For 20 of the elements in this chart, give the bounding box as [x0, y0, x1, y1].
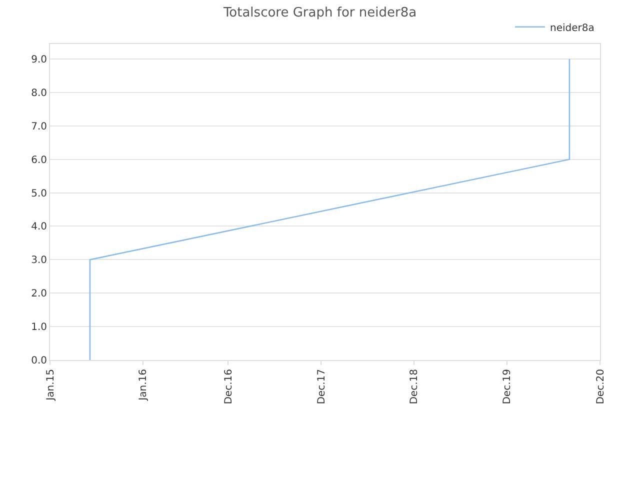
line-series: [89, 58, 570, 360]
y-tick-label: 2.0: [31, 288, 47, 300]
x-tick-label: Dec.19: [502, 369, 514, 404]
x-tick-label: Jan.15: [45, 369, 56, 402]
y-tick-label: 1.0: [31, 322, 47, 334]
legend-label: neider8a: [550, 22, 594, 34]
x-tick-label: Dec.16: [223, 369, 234, 404]
x-tick-label: Dec.18: [409, 369, 420, 404]
y-tick-label: 4.0: [31, 222, 47, 233]
y-tick-label: 7.0: [31, 121, 47, 132]
x-tick-label: Dec.17: [316, 369, 328, 404]
y-tick-label: 5.0: [31, 188, 47, 200]
y-tick-label: 0.0: [31, 356, 47, 366]
y-tick-label: 3.0: [31, 255, 47, 266]
x-tick-label: Jan.16: [138, 369, 150, 402]
y-tick-label: 9.0: [31, 54, 47, 66]
chart-title: Totalscore Graph for neider8a: [222, 5, 417, 20]
y-tick-label: 6.0: [31, 154, 47, 166]
x-tick-label: Dec.20: [595, 369, 606, 404]
y-tick-label: 8.0: [31, 88, 47, 99]
